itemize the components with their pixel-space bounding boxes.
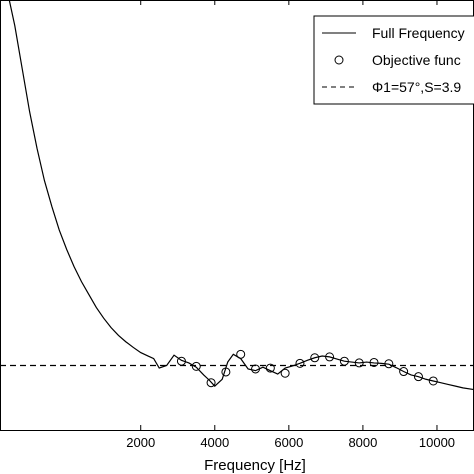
data-point-objective-func (384, 359, 394, 369)
legend-entry-objective-func: Objective func (372, 52, 461, 68)
data-point-objective-func (221, 367, 231, 377)
legend: Full Frequency Objective func Φ1=57°,S=3… (313, 15, 474, 105)
data-point-objective-func (206, 378, 216, 388)
data-point-objective-func (369, 357, 379, 367)
data-point-objective-func (295, 358, 305, 368)
x-tick-label: 10000 (419, 435, 455, 450)
data-point-objective-func (325, 352, 335, 362)
legend-entry-full-frequency: Full Frequency (372, 25, 465, 41)
data-point-objective-func (428, 376, 438, 386)
data-point-objective-func (310, 353, 320, 363)
plot-area (0, 0, 474, 391)
legend-swatch-circle-marker (334, 55, 344, 65)
data-point-objective-func (191, 361, 201, 371)
data-point-objective-func (399, 367, 409, 377)
data-point-objective-func (354, 358, 364, 368)
x-axis-title: Frequency [Hz] (204, 457, 306, 474)
x-tick-label: 2000 (126, 435, 155, 450)
data-point-objective-func (265, 363, 275, 373)
legend-entry-phi-s: Φ1=57°,S=3.9 (372, 79, 461, 95)
data-point-objective-func (413, 372, 423, 382)
x-tick-label: 8000 (348, 435, 377, 450)
legend-box (313, 15, 474, 105)
x-tick-label: 4000 (200, 435, 229, 450)
data-point-objective-func (280, 368, 290, 378)
x-tick-label: 6000 (274, 435, 303, 450)
data-point-objective-func (236, 349, 246, 359)
x-axis-ticks: 2000 4000 6000 8000 10000 (126, 0, 455, 450)
